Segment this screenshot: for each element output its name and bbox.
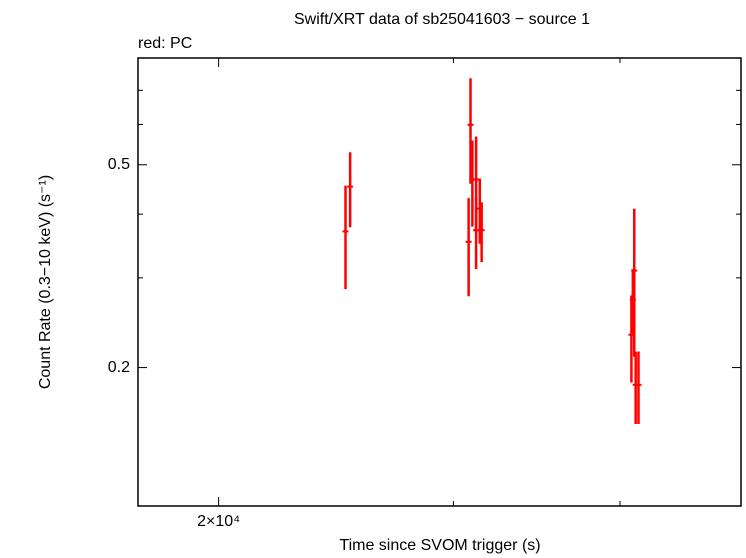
y-tick-label: 0.2	[108, 359, 130, 376]
y-axis-label: Count Rate (0.3−10 keV) (s⁻¹)	[37, 175, 54, 389]
chart-title: Swift/XRT data of sb25041603 − source 1	[294, 11, 590, 28]
plot-frame	[137, 57, 742, 507]
x-axis-label: Time since SVOM trigger (s)	[339, 537, 540, 554]
x-tick-label: 2×10⁴	[197, 513, 240, 530]
y-tick-label: 0.5	[108, 156, 130, 173]
legend-note: red: PC	[138, 35, 192, 52]
